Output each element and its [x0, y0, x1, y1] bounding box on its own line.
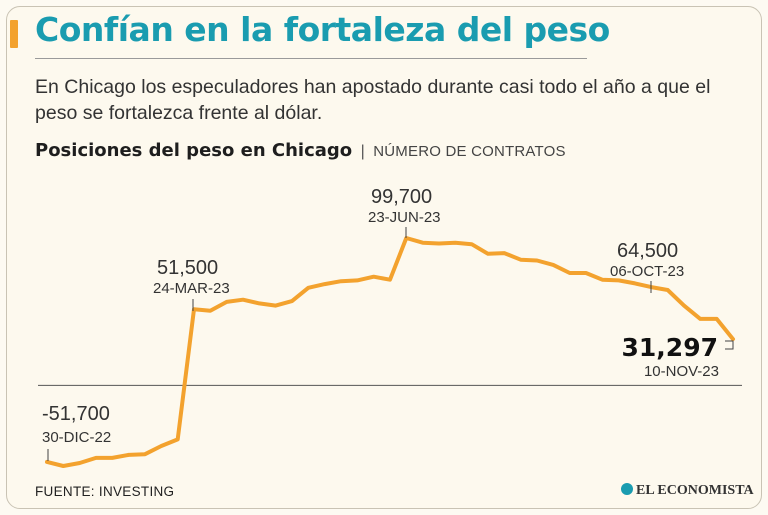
annotation-value: 31,297: [622, 333, 718, 362]
data-point: [128, 454, 130, 456]
data-point: [275, 305, 277, 307]
chart-unit-label: NÚMERO DE CONTRATOS: [373, 143, 566, 160]
data-point: [716, 318, 718, 320]
data-point: [111, 457, 113, 459]
data-point: [569, 272, 571, 274]
data-point: [454, 242, 456, 244]
brand-logo: EL ECONOMISTA: [621, 483, 754, 499]
chart-title: Posiciones del peso en Chicago: [35, 140, 353, 161]
data-point: [46, 461, 48, 463]
annotation-value: 99,700: [371, 186, 432, 208]
annotation-value: 51,500: [157, 257, 218, 279]
data-point: [503, 252, 505, 254]
data-point: [585, 272, 587, 274]
data-point: [62, 465, 64, 467]
page-subtitle: En Chicago los especuladores han apostad…: [35, 76, 711, 124]
data-point: [193, 308, 195, 310]
data-point: [487, 253, 489, 255]
data-point: [291, 300, 293, 302]
infographic-frame: [6, 6, 762, 509]
data-point: [683, 305, 685, 307]
data-point: [209, 310, 211, 312]
data-point: [258, 302, 260, 304]
data-point: [699, 318, 701, 320]
data-point: [536, 259, 538, 261]
data-point: [307, 287, 309, 289]
page-title: Confían en la fortaleza del peso: [35, 10, 610, 49]
data-point: [618, 279, 620, 281]
data-point: [471, 243, 473, 245]
data-point: [177, 438, 179, 440]
data-point: [389, 279, 391, 281]
data-point: [226, 301, 228, 303]
title-accent-bar: [10, 20, 18, 48]
data-point: [601, 279, 603, 281]
annotation-date: 10-NOV-23: [644, 363, 719, 380]
data-point: [79, 462, 81, 464]
brand-icon: [621, 483, 633, 495]
data-point: [160, 445, 162, 447]
data-point: [356, 279, 358, 281]
annotation-value: 64,500: [617, 240, 678, 262]
data-point: [520, 259, 522, 261]
data-point: [552, 264, 554, 266]
data-point: [95, 457, 97, 459]
annotation-value: -51,700: [42, 403, 110, 425]
chart-heading: Posiciones del peso en Chicago | NÚMERO …: [35, 140, 566, 161]
data-point: [667, 289, 669, 291]
annotation-date: 06-OCT-23: [610, 263, 684, 280]
title-divider: [35, 58, 587, 59]
data-point: [340, 280, 342, 282]
data-point: [324, 283, 326, 285]
data-point: [373, 276, 375, 278]
data-point: [634, 282, 636, 284]
annotation-leader: [725, 340, 734, 350]
data-point: [438, 242, 440, 244]
data-point: [144, 453, 146, 455]
chart-heading-separator: |: [360, 143, 365, 160]
data-point: [242, 299, 244, 301]
annotation-date: 24-MAR-23: [153, 280, 230, 297]
source-note: FUENTE: INVESTING: [35, 484, 175, 499]
data-points: [46, 237, 734, 467]
brand-name: EL ECONOMISTA: [636, 483, 754, 498]
annotation-date: 30-DIC-22: [42, 429, 111, 446]
data-point: [422, 242, 424, 244]
data-point: [732, 338, 734, 340]
annotation-date: 23-JUN-23: [368, 209, 441, 226]
